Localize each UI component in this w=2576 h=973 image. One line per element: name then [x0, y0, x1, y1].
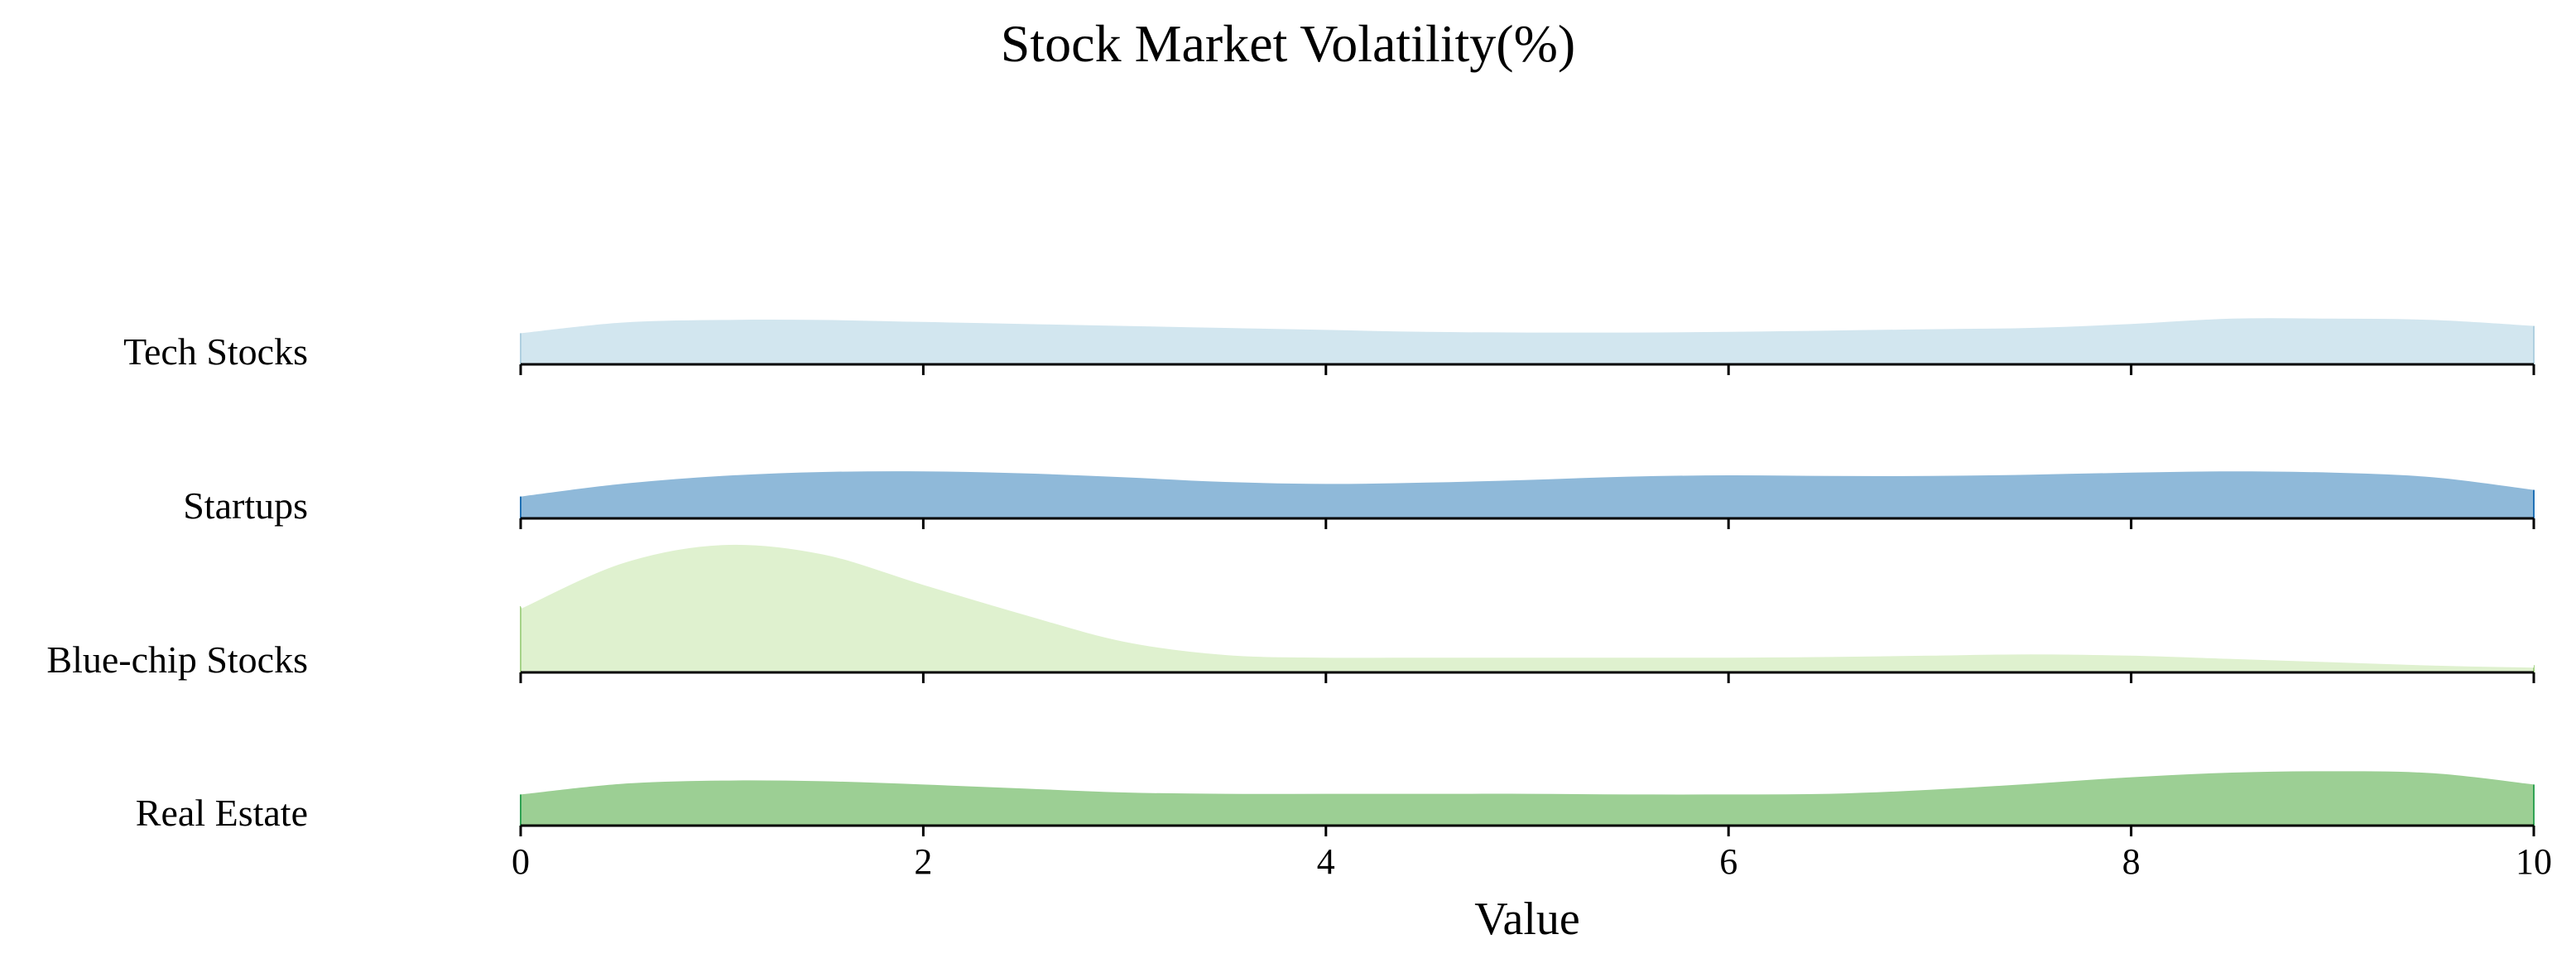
- axis-layer: 0 2 4 6 8 10: [512, 363, 2552, 882]
- row-label-startups: Startups: [183, 484, 308, 527]
- ridge-outline-blue-chip-stocks: [519, 539, 2535, 668]
- chart-title: Stock Market Volatility(%): [1001, 14, 1575, 73]
- x-tick-label-8: 8: [2122, 841, 2141, 882]
- ridge-area-startups: [521, 471, 2534, 518]
- row-label-layer: Tech Stocks Startups Blue-chip Stocks Real …: [46, 330, 308, 834]
- row-label-blue-chip-stocks: Blue-chip Stocks: [46, 638, 308, 681]
- x-axis-title: Value: [1474, 894, 1580, 945]
- ridge-layer: [519, 318, 2535, 826]
- x-tick-label-2: 2: [914, 841, 932, 882]
- ridge-area-real-estate: [521, 771, 2534, 826]
- ridge-area-blue-chip-stocks: [521, 542, 2534, 672]
- row-label-real-estate: Real Estate: [136, 792, 308, 834]
- x-tick-label-0: 0: [512, 841, 530, 882]
- x-tick-label-10: 10: [2516, 841, 2552, 882]
- row-label-tech-stocks: Tech Stocks: [123, 330, 308, 373]
- ridge-area-tech-stocks: [521, 318, 2534, 364]
- x-tick-label-4: 4: [1317, 841, 1335, 882]
- x-tick-label-6: 6: [1719, 841, 1737, 882]
